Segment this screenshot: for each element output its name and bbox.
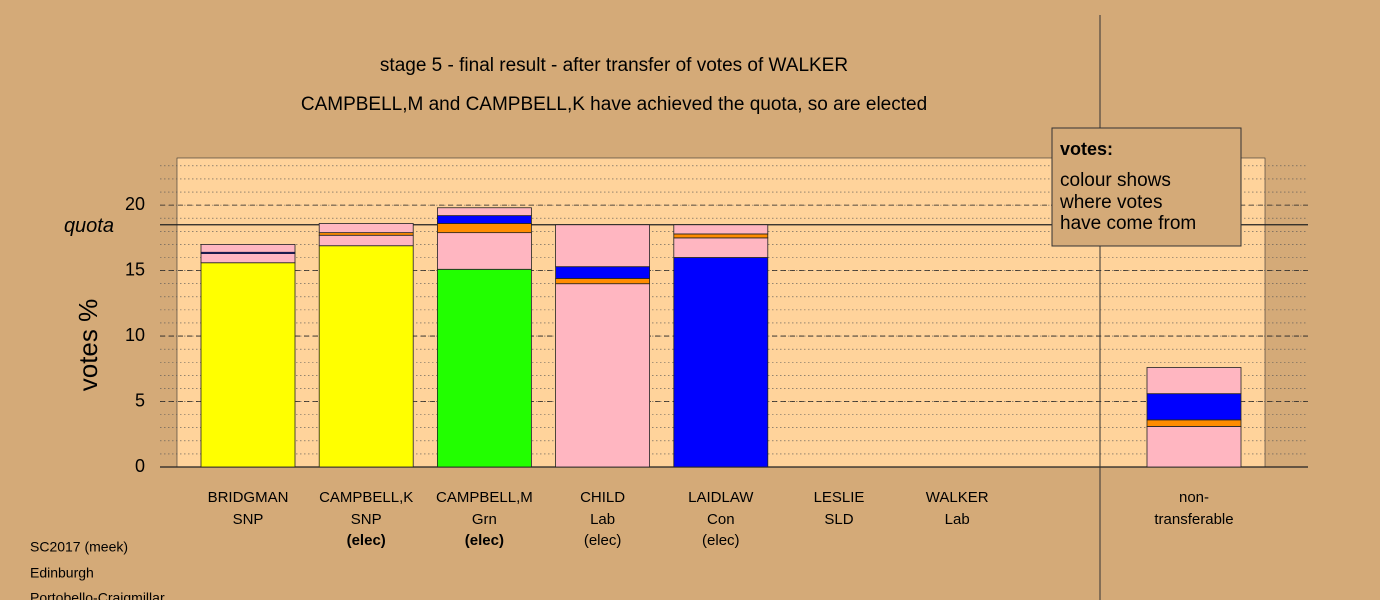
x-tick-label: SLD xyxy=(824,511,853,528)
bar-segment xyxy=(555,266,650,279)
legend-text: where votes xyxy=(1059,192,1162,213)
y-tick-label: 0 xyxy=(135,456,145,476)
y-axis-label: votes % xyxy=(73,299,103,392)
x-tick-label: SNP xyxy=(351,511,382,528)
x-tick-label: SNP xyxy=(233,511,264,528)
x-tick-label: CAMPBELL,M xyxy=(436,489,533,506)
bar-segment xyxy=(318,245,414,468)
x-tick-label: non- xyxy=(1179,489,1209,506)
y-tick-label: 20 xyxy=(125,194,145,214)
bar-segment xyxy=(436,215,532,224)
bar-segment xyxy=(555,283,650,468)
x-tick-label: WALKER xyxy=(926,489,989,506)
x-tick-label: transferable xyxy=(1154,511,1233,528)
y-tick-label: 10 xyxy=(125,325,145,345)
chart-subtitle: CAMPBELL,M and CAMPBELL,K have achieved … xyxy=(301,94,927,115)
x-tick-label: LAIDLAW xyxy=(688,489,754,506)
x-tick-label: Lab xyxy=(590,511,615,528)
legend-text: have come from xyxy=(1060,213,1196,234)
bar-segment xyxy=(318,223,414,234)
legend-text: colour shows xyxy=(1060,170,1171,191)
bar-segment xyxy=(436,207,532,217)
x-tick-label: Con xyxy=(707,511,735,528)
x-tick-label: BRIDGMAN xyxy=(208,489,289,506)
x-tick-label: Grn xyxy=(472,511,497,528)
bar-segment xyxy=(555,278,650,285)
status-label: (elec) xyxy=(702,532,740,549)
bar-segment xyxy=(1146,393,1242,421)
status-label: (elec) xyxy=(465,532,504,549)
bar-segment xyxy=(1146,367,1242,395)
bar-segment xyxy=(673,237,769,258)
bar-segment xyxy=(436,268,532,468)
footer-text: Portobello-Craigmillar xyxy=(30,590,165,600)
x-tick-label: CAMPBELL,K xyxy=(319,489,413,506)
bar-segment xyxy=(436,232,532,270)
bar-segment xyxy=(200,262,296,468)
x-tick-label: Lab xyxy=(945,511,970,528)
bar-segment xyxy=(318,234,414,247)
status-label: (elec) xyxy=(584,532,622,549)
legend-title: votes: xyxy=(1060,139,1113,159)
chart-title: stage 5 - final result - after transfer … xyxy=(380,55,848,76)
bar-segment xyxy=(1146,419,1242,427)
bar-segment xyxy=(673,224,769,235)
bar-segment xyxy=(1146,426,1242,468)
status-label: (elec) xyxy=(347,532,386,549)
bars xyxy=(200,207,1242,468)
bar-segment xyxy=(555,224,650,268)
bar-segment xyxy=(436,223,532,234)
x-tick-label: CHILD xyxy=(580,489,625,506)
bar-segment xyxy=(673,233,769,239)
footer-text: SC2017 (meek) xyxy=(30,539,128,555)
bar-segment xyxy=(200,244,296,253)
y-tick-label: 15 xyxy=(125,259,145,279)
x-tick-label: LESLIE xyxy=(814,489,865,506)
legend-box xyxy=(1051,127,1242,247)
bar-segment xyxy=(200,253,296,264)
bar-segment xyxy=(673,257,769,468)
footer-text: Edinburgh xyxy=(30,565,94,581)
quota-label: quota xyxy=(64,215,114,237)
y-tick-label: 5 xyxy=(135,390,145,410)
